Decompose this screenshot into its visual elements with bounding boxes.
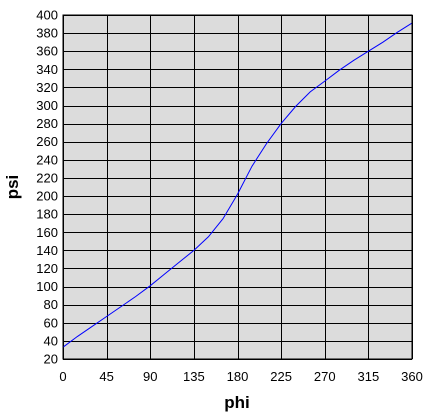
x-tick-label: 45 (99, 369, 113, 384)
y-tick-label: 400 (36, 8, 58, 23)
plot-border (62, 14, 413, 360)
plot-area (63, 15, 412, 359)
y-tick-label: 260 (36, 134, 58, 149)
y-tick-label: 80 (44, 297, 58, 312)
series-line (62, 22, 413, 348)
x-tick-label: 135 (183, 369, 205, 384)
y-tick-label: 320 (36, 80, 58, 95)
y-tick-label: 100 (36, 279, 58, 294)
y-tick-label: 280 (36, 116, 58, 131)
x-tick-label: 90 (143, 369, 157, 384)
y-tick-label: 140 (36, 243, 58, 258)
y-tick-label: 120 (36, 261, 58, 276)
y-tick-label: 220 (36, 170, 58, 185)
y-tick-label: 300 (36, 98, 58, 113)
y-tick-label: 20 (44, 352, 58, 367)
y-tick-label: 180 (36, 207, 58, 222)
y-tick-label: 40 (44, 333, 58, 348)
y-tick-label: 240 (36, 152, 58, 167)
x-tick-label: 360 (401, 369, 423, 384)
y-tick-label: 60 (44, 315, 58, 330)
x-tick-label: 315 (358, 369, 380, 384)
y-tick-label: 340 (36, 62, 58, 77)
y-tick-label: 200 (36, 189, 58, 204)
x-tick-label: 180 (227, 369, 249, 384)
x-axis-tick-labels: 0 45 90 135 180 225 270 315 360 (59, 369, 422, 384)
y-tick-label: 380 (36, 26, 58, 41)
y-tick-label: 160 (36, 225, 58, 240)
y-axis-tick-labels: 20 40 60 80 100 120 140 160 180 200 220 240 260 280 30… (36, 8, 58, 367)
x-tick-label: 0 (59, 369, 66, 384)
series-group (62, 22, 413, 348)
y-tick-label: 360 (36, 44, 58, 59)
x-tick-label: 270 (314, 369, 336, 384)
x-axis-title: phi (224, 393, 250, 412)
x-tick-label: 225 (270, 369, 292, 384)
y-axis-title: psi (3, 175, 22, 200)
